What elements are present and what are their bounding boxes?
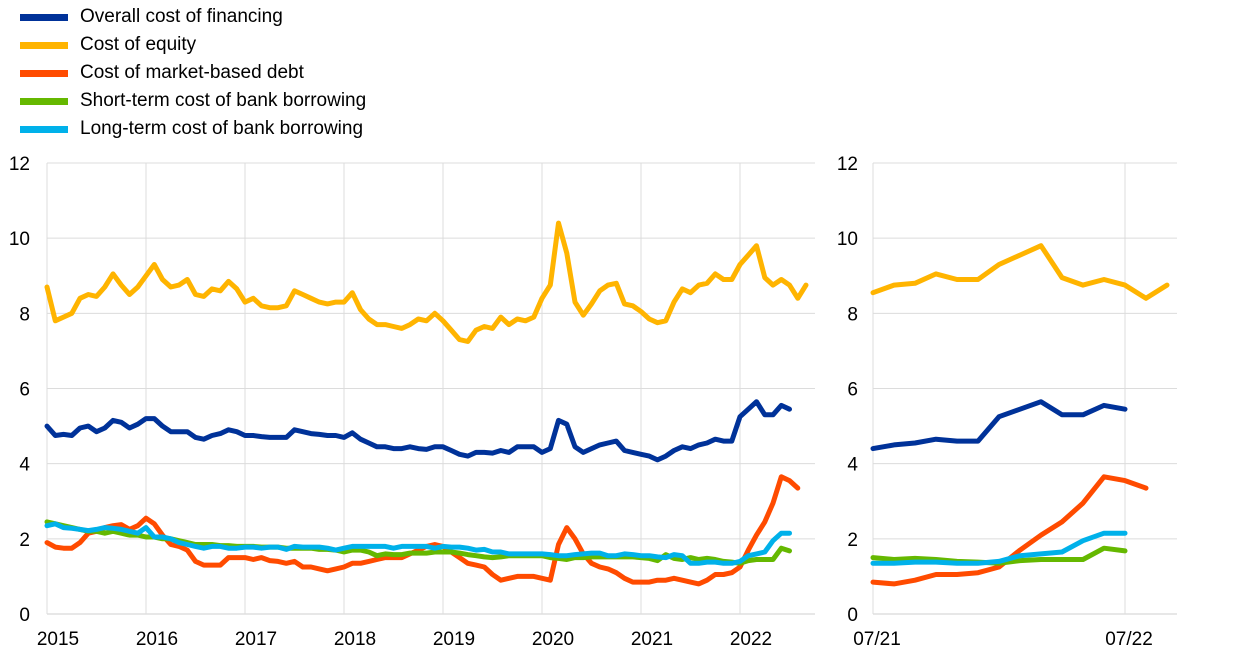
x-tick-label: 2017	[235, 629, 277, 650]
y-tick-label: 8	[19, 304, 30, 325]
x-tick-label: 2022	[730, 629, 772, 650]
x-tick-label: 2021	[631, 629, 673, 650]
legend-item-long-term-bank: Long-term cost of bank borrowing	[20, 115, 366, 143]
y-tick-label: 0	[19, 605, 30, 626]
series-line-cost-of-market-based-debt	[870, 474, 1149, 587]
x-tick-label: 2019	[433, 629, 475, 650]
y-tick-label: 10	[837, 229, 858, 250]
legend-label: Cost of market-based debt	[80, 62, 304, 83]
x-tick-label: 2016	[136, 629, 178, 650]
legend-label: Overall cost of financing	[80, 6, 283, 27]
y-tick-label: 8	[847, 304, 858, 325]
legend: Overall cost of financing Cost of equity…	[20, 3, 366, 143]
legend-swatch	[20, 97, 68, 105]
legend-item-equity: Cost of equity	[20, 31, 366, 59]
x-tick-label: 2020	[532, 629, 574, 650]
y-tick-label: 12	[9, 154, 30, 175]
legend-swatch	[20, 41, 68, 49]
x-tick-label: 2018	[334, 629, 376, 650]
y-tick-label: 6	[19, 380, 30, 401]
legend-label: Cost of equity	[80, 34, 197, 55]
y-tick-label: 10	[9, 229, 30, 250]
series-line-overall-cost-of-financing	[44, 399, 792, 463]
series-line-cost-of-equity	[870, 243, 1170, 301]
y-tick-label: 6	[847, 380, 858, 401]
series-line-cost-of-market-based-debt	[44, 474, 801, 587]
legend-label: Short-term cost of bank borrowing	[80, 90, 367, 111]
legend-item-market-debt: Cost of market-based debt	[20, 59, 366, 87]
y-tick-label: 4	[847, 455, 858, 476]
legend-item-overall: Overall cost of financing	[20, 3, 366, 31]
x-tick-label: 2015	[37, 629, 79, 650]
y-tick-label: 0	[847, 605, 858, 626]
y-tick-label: 2	[19, 530, 30, 551]
legend-swatch	[20, 13, 68, 21]
x-tick-label: 07/21	[853, 629, 901, 650]
legend-item-short-term-bank: Short-term cost of bank borrowing	[20, 87, 366, 115]
y-tick-label: 4	[19, 455, 30, 476]
legend-swatch	[20, 125, 68, 133]
series-line-long-term-cost-of-bank-borrowing	[870, 530, 1128, 566]
legend-label: Long-term cost of bank borrowing	[80, 118, 364, 139]
x-tick-label: 07/22	[1105, 629, 1153, 650]
series-line-overall-cost-of-financing	[870, 399, 1128, 452]
legend-swatch	[20, 69, 68, 77]
y-tick-label: 2	[847, 530, 858, 551]
y-tick-label: 12	[837, 154, 858, 175]
series-line-long-term-cost-of-bank-borrowing	[44, 521, 792, 566]
series-line-cost-of-equity	[44, 220, 809, 344]
